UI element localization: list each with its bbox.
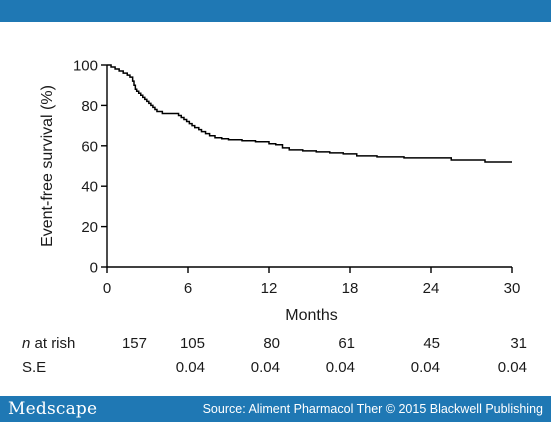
n-at-risk-label: n at rish: [22, 335, 75, 352]
x-tick-label: 12: [261, 280, 278, 297]
se-value: 0.04: [498, 359, 527, 376]
n-at-risk-value: 45: [423, 335, 440, 352]
se-value: 0.04: [411, 359, 440, 376]
n-at-risk-value: 157: [122, 335, 147, 352]
se-value: 0.04: [176, 359, 205, 376]
se-label: S.E: [22, 359, 46, 376]
n-at-risk-value: 31: [510, 335, 527, 352]
y-tick-label: 40: [81, 179, 98, 196]
n-at-risk-value: 105: [180, 335, 205, 352]
se-values: 0.04 0.04 0.04 0.04 0.04: [176, 359, 527, 376]
survival-chart: 0 20 40 60 80 100 0 6 12 18 24 30 Event-free survi…: [22, 58, 527, 377]
n-at-risk-value: 61: [338, 335, 355, 352]
y-tick-label: 60: [81, 138, 98, 155]
medscape-logo: Medscape: [8, 399, 98, 419]
se-value: 0.04: [251, 359, 280, 376]
source-citation: Source: Aliment Pharmacol Ther © 2015 Bl…: [202, 402, 543, 416]
footer-bar: Medscape Source: Aliment Pharmacol Ther …: [0, 396, 551, 422]
n-at-risk-label-italic: n: [22, 335, 30, 352]
n-at-risk-value: 80: [263, 335, 280, 352]
n-at-risk-label-rest: at rish: [30, 335, 75, 352]
y-axis-label: Event-free survival (%): [39, 85, 56, 247]
y-tick-label: 100: [73, 58, 98, 75]
x-tick-label: 6: [184, 280, 192, 297]
x-axis-ticks: 0 6 12 18 24 30: [103, 267, 521, 297]
x-axis-label: Months: [285, 307, 337, 324]
y-axis-ticks: 0 20 40 60 80 100: [73, 58, 107, 277]
x-tick-label: 30: [504, 280, 521, 297]
y-tick-label: 20: [81, 219, 98, 236]
y-tick-label: 0: [90, 260, 98, 277]
survival-curve-line: [107, 64, 512, 163]
x-tick-label: 18: [342, 280, 359, 297]
top-brand-bar: [0, 0, 551, 22]
y-tick-label: 80: [81, 98, 98, 115]
se-value: 0.04: [326, 359, 355, 376]
x-tick-label: 0: [103, 280, 111, 297]
x-tick-label: 24: [423, 280, 440, 297]
n-at-risk-values: 157 105 80 61 45 31: [122, 335, 527, 352]
